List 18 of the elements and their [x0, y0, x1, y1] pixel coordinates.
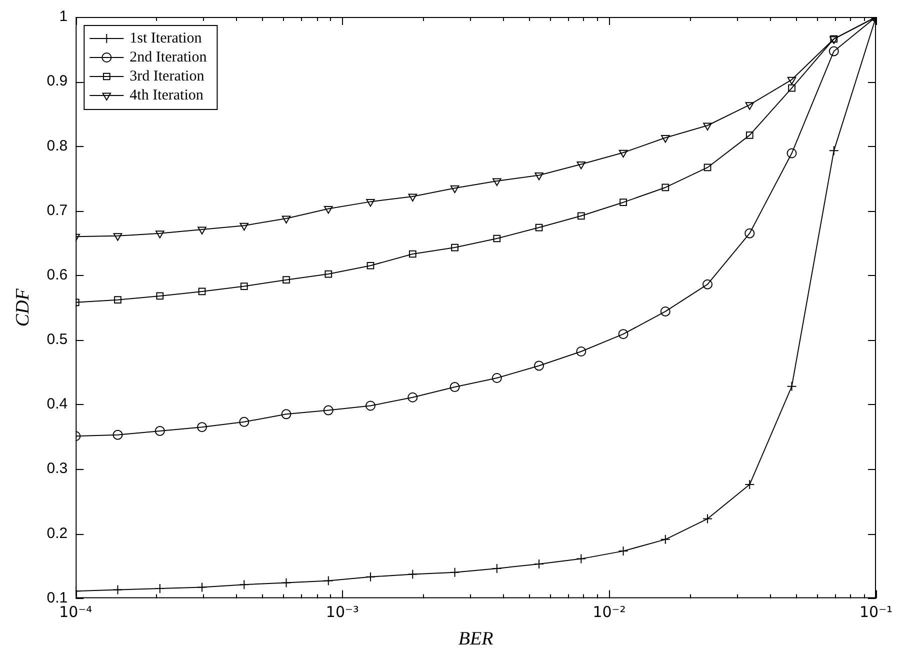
legend-label: 4th Iteration	[130, 87, 204, 104]
x-tick-label: 10⁻¹	[859, 603, 893, 622]
y-tick-label: 0.3	[46, 460, 68, 478]
x-axis-title: BER	[458, 628, 494, 650]
y-tick-label: 0.2	[46, 524, 68, 542]
y-tick-label: 0.9	[46, 72, 68, 90]
y-axis-title: CDF	[12, 288, 34, 327]
y-tick-label: 0.8	[46, 137, 68, 154]
y-tick-label: 0.7	[46, 202, 68, 219]
y-tick-label: 0.6	[46, 266, 68, 284]
legend-label: 3rd Iteration	[130, 68, 205, 84]
legend-label: 1st Iteration	[130, 30, 202, 46]
legend-label: 2nd Iteration	[130, 49, 208, 66]
y-tick-label: 0.5	[46, 331, 68, 348]
x-tick-label: 10⁻²	[592, 603, 626, 622]
x-tick-label: 10⁻³	[326, 603, 359, 622]
y-tick-label: 0.4	[46, 396, 68, 413]
y-tick-label: 1	[59, 8, 68, 26]
